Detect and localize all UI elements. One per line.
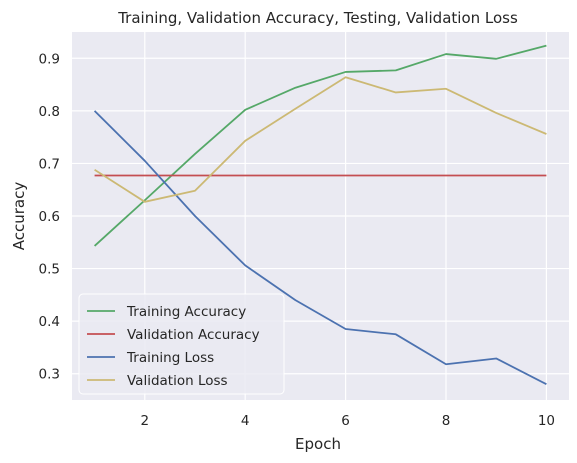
y-tick-label: 0.6 — [39, 209, 60, 225]
series-line-training-accuracy — [93, 44, 547, 247]
x-tick-label: 6 — [341, 413, 350, 429]
chart-title: Training, Validation Accuracy, Testing, … — [117, 9, 518, 27]
x-axis-label: Epoch — [295, 435, 341, 453]
x-tick-label: 10 — [538, 413, 555, 429]
series-line-training-loss — [93, 110, 547, 386]
y-axis-label: Accuracy — [10, 182, 28, 251]
y-tick-label: 0.5 — [39, 262, 60, 278]
y-tick-label: 0.9 — [39, 51, 60, 67]
x-tick-label: 8 — [442, 413, 451, 429]
x-axis-ticks: 2 4 6 8 10 — [140, 413, 555, 429]
y-tick-label: 0.8 — [39, 104, 60, 120]
legend-label-training-loss: Training Loss — [126, 350, 214, 366]
x-tick-label: 4 — [241, 413, 250, 429]
series-line-validation-loss — [94, 76, 547, 203]
legend-box — [78, 293, 285, 395]
series-layer — [93, 44, 547, 386]
y-tick-label: 0.3 — [39, 367, 60, 383]
y-axis-ticks: 0.3 0.4 0.5 0.6 0.7 0.8 0.9 — [39, 51, 60, 382]
y-tick-label: 0.7 — [39, 156, 60, 172]
legend: Training Accuracy Validation Accuracy Trai… — [78, 293, 285, 395]
legend-label-validation-loss: Validation Loss — [127, 373, 228, 389]
grid — [72, 32, 569, 400]
legend-label-validation-accuracy: Validation Accuracy — [127, 327, 260, 343]
y-tick-label: 0.4 — [39, 314, 60, 330]
legend-label-training-accuracy: Training Accuracy — [126, 304, 246, 320]
x-tick-label: 2 — [140, 413, 149, 429]
